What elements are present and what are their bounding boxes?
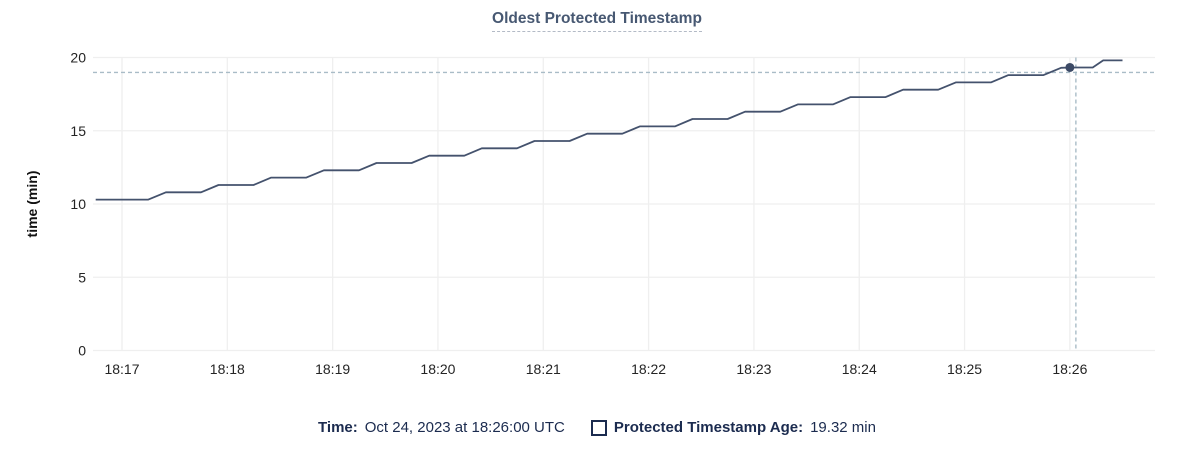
series-line-protected-timestamp-age <box>95 59 1123 201</box>
y-tick-label: 0 <box>78 343 86 359</box>
x-tick-label: 18:24 <box>842 361 877 377</box>
legend-item-protected-timestamp-age[interactable]: Protected Timestamp Age: 19.32 min <box>590 419 876 436</box>
y-tick-label: 10 <box>70 196 86 212</box>
x-tick-label: 18:18 <box>210 361 245 377</box>
y-tick-label: 5 <box>78 269 86 285</box>
hover-time-label: Time: <box>318 419 358 436</box>
chart-legend: Time: Oct 24, 2023 at 18:26:00 UTC Prote… <box>0 419 1194 436</box>
chart-plot-area[interactable]: 0 5 10 15 20 18:17 18:18 18:19 18:20 18:21 18:22 18… <box>0 0 1194 410</box>
x-tick-label: 18:23 <box>736 361 771 377</box>
x-tick-label: 18:21 <box>526 361 561 377</box>
hover-time-value: Oct 24, 2023 at 18:26:00 UTC <box>364 419 565 436</box>
x-tick-label: 18:17 <box>104 361 139 377</box>
x-tick-label: 18:19 <box>315 361 350 377</box>
y-tick-label: 15 <box>70 123 86 139</box>
x-tick-label: 18:25 <box>947 361 982 377</box>
legend-swatch-icon <box>590 419 607 436</box>
x-tick-label: 18:22 <box>631 361 666 377</box>
chart-title[interactable]: Oldest Protected Timestamp <box>492 10 702 32</box>
chart-header: Oldest Protected Timestamp <box>0 10 1194 32</box>
y-tick-label: 20 <box>70 50 86 66</box>
legend-series-label: Protected Timestamp Age: <box>613 419 804 436</box>
y-axis-title: time (min) <box>24 171 40 238</box>
x-tick-label: 18:26 <box>1052 361 1087 377</box>
x-tick-label: 18:20 <box>420 361 455 377</box>
hover-time-readout: Time: Oct 24, 2023 at 18:26:00 UTC <box>318 419 565 436</box>
hover-point-marker <box>1065 62 1075 72</box>
legend-series-value: 19.32 min <box>810 419 876 436</box>
